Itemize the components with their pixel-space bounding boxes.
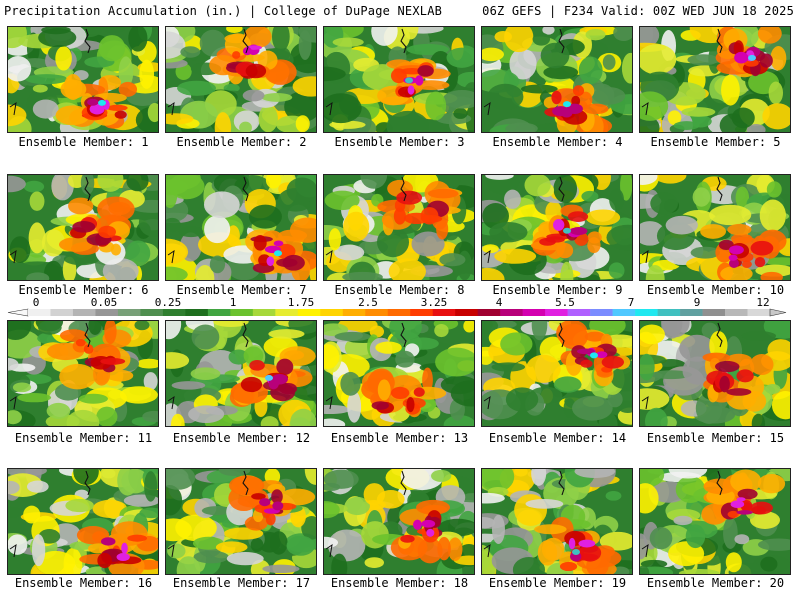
colorbar-swatch xyxy=(432,309,456,316)
colorbar-tick-label: 4 xyxy=(495,296,503,309)
ensemble-member-label: Ensemble Member: 6 xyxy=(18,283,149,297)
ensemble-member-map-1 xyxy=(7,26,159,133)
ensemble-member-map-10 xyxy=(639,174,791,281)
ensemble-member-label: Ensemble Member: 5 xyxy=(650,135,781,149)
ensemble-member-label: Ensemble Member: 8 xyxy=(334,283,465,297)
ensemble-member-map-4 xyxy=(481,26,633,133)
colorbar-swatch xyxy=(275,309,299,316)
colorbar-tick-label: 0.25 xyxy=(154,296,182,309)
ensemble-member-label: Ensemble Member: 13 xyxy=(330,431,469,445)
ensemble-member-label: Ensemble Member: 4 xyxy=(492,135,623,149)
colorbar-swatch xyxy=(522,309,546,316)
ensemble-member-map-19 xyxy=(481,468,633,575)
colorbar-swatch xyxy=(590,309,613,316)
ensemble-member-label: Ensemble Member: 16 xyxy=(14,576,153,590)
colorbar-swatch xyxy=(567,309,591,316)
ensemble-member-map-20 xyxy=(639,468,791,575)
colorbar-swatch xyxy=(477,309,501,316)
ensemble-member-label: Ensemble Member: 15 xyxy=(646,431,785,445)
colorbar-tick-label: 0 xyxy=(32,296,40,309)
ensemble-member-map-18 xyxy=(323,468,475,575)
colorbar-swatch xyxy=(28,309,51,316)
colorbar-swatch xyxy=(455,309,478,316)
colorbar-min-arrow xyxy=(7,308,29,317)
ensemble-member-map-11 xyxy=(7,320,159,427)
ensemble-member-map-3 xyxy=(323,26,475,133)
ensemble-member-map-12 xyxy=(165,320,317,427)
colorbar-swatch xyxy=(72,309,96,316)
colorbar-swatch xyxy=(140,309,164,316)
ensemble-member-label: Ensemble Member: 11 xyxy=(14,431,153,445)
colorbar-swatch xyxy=(387,309,411,316)
colorbar-tick-label: 1 xyxy=(229,296,237,309)
ensemble-member-map-15 xyxy=(639,320,791,427)
colorbar-swatch xyxy=(612,309,636,316)
colorbar-swatch xyxy=(410,309,434,316)
ensemble-member-label: Ensemble Member: 9 xyxy=(492,283,623,297)
colorbar-swatch xyxy=(365,309,389,316)
ensemble-member-map-9 xyxy=(481,174,633,281)
colorbar-swatch xyxy=(702,309,726,316)
ensemble-member-map-6 xyxy=(7,174,159,281)
colorbar-max-arrow xyxy=(769,308,787,317)
map-title: Precipitation Accumulation (in.) | Colle… xyxy=(4,4,443,18)
ensemble-member-label: Ensemble Member: 7 xyxy=(176,283,307,297)
ensemble-member-map-16 xyxy=(7,468,159,575)
ensemble-member-map-2 xyxy=(165,26,317,133)
ensemble-member-label: Ensemble Member: 10 xyxy=(646,283,785,297)
colorbar-swatch xyxy=(635,309,658,316)
colorbar-swatch xyxy=(117,309,141,316)
colorbar-swatch xyxy=(657,309,681,316)
colorbar-swatch xyxy=(545,309,568,316)
colorbar-tick-label: 0.05 xyxy=(90,296,118,309)
ensemble-member-label: Ensemble Member: 12 xyxy=(172,431,311,445)
ensemble-member-map-14 xyxy=(481,320,633,427)
ensemble-member-map-13 xyxy=(323,320,475,427)
ensemble-member-label: Ensemble Member: 19 xyxy=(488,576,627,590)
ensemble-member-map-5 xyxy=(639,26,791,133)
colorbar-tick-label: 12 xyxy=(756,296,770,309)
ensemble-member-label: Ensemble Member: 1 xyxy=(18,135,149,149)
colorbar-swatch xyxy=(185,309,209,316)
colorbar-swatch xyxy=(297,309,321,316)
ensemble-member-map-8 xyxy=(323,174,475,281)
ensemble-member-label: Ensemble Member: 3 xyxy=(334,135,465,149)
colorbar-tick-label: 9 xyxy=(693,296,701,309)
colorbar-swatch xyxy=(500,309,523,316)
colorbar-swatch xyxy=(95,309,119,316)
colorbar-swatch xyxy=(162,309,186,316)
ensemble-member-label: Ensemble Member: 18 xyxy=(330,576,469,590)
colorbar-tick-label: 3.25 xyxy=(420,296,448,309)
ensemble-member-label: Ensemble Member: 20 xyxy=(646,576,785,590)
ensemble-member-label: Ensemble Member: 17 xyxy=(172,576,311,590)
colorbar-tick-label: 5.5 xyxy=(555,296,575,309)
ensemble-member-label: Ensemble Member: 2 xyxy=(176,135,307,149)
ensemble-member-label: Ensemble Member: 14 xyxy=(488,431,627,445)
colorbar-swatch xyxy=(747,309,771,316)
colorbar-swatch xyxy=(342,309,366,316)
colorbar-swatch xyxy=(50,309,74,316)
ensemble-member-map-17 xyxy=(165,468,317,575)
colorbar-swatch xyxy=(680,309,703,316)
colorbar-swatch xyxy=(207,309,231,316)
colorbar-tick-label: 1.75 xyxy=(287,296,315,309)
colorbar-swatch xyxy=(725,309,748,316)
model-run-info: 06Z GEFS | F234 Valid: 00Z WED JUN 18 20… xyxy=(482,4,794,18)
colorbar-swatch xyxy=(230,309,254,316)
ensemble-member-map-7 xyxy=(165,174,317,281)
precipitation-colorbar xyxy=(7,308,787,317)
colorbar-swatch xyxy=(320,309,344,316)
colorbar-tick-label: 7 xyxy=(627,296,635,309)
colorbar-tick-label: 2.5 xyxy=(358,296,378,309)
colorbar-swatch xyxy=(252,309,276,316)
